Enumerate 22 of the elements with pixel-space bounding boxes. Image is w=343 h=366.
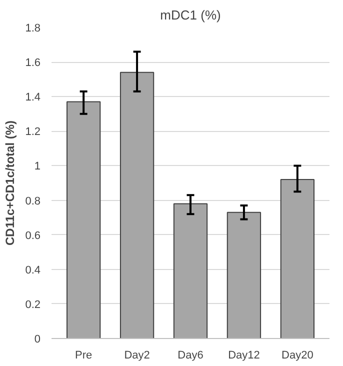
y-tick-label: 1.6 [25,57,41,70]
y-tick-label: 0.2 [25,298,41,311]
x-tick-label: Day12 [228,350,260,362]
x-tick-label: Day2 [124,350,150,362]
y-tick-label: 1 [34,160,41,173]
x-tick-label: Pre [75,350,92,362]
y-tick-label: 1.2 [25,126,41,138]
bar [173,203,208,338]
y-tick-label: 1.8 [25,22,41,34]
x-tick-label: Day6 [178,350,204,362]
bar [280,179,314,338]
y-tick-label: 0.8 [25,195,41,208]
bar [120,72,154,338]
y-tick-label: 0.6 [25,230,41,242]
bar [66,101,101,338]
bar [226,212,262,338]
y-tick-label: 0.4 [25,264,41,276]
y-tick-label: 0 [34,334,41,346]
y-axis-title: CD11c+CD1c/total (%) [3,120,18,246]
chart-title: mDC1 (%) [160,8,221,22]
y-tick-label: 1.4 [25,92,41,104]
x-tick-label: Day20 [282,350,314,362]
